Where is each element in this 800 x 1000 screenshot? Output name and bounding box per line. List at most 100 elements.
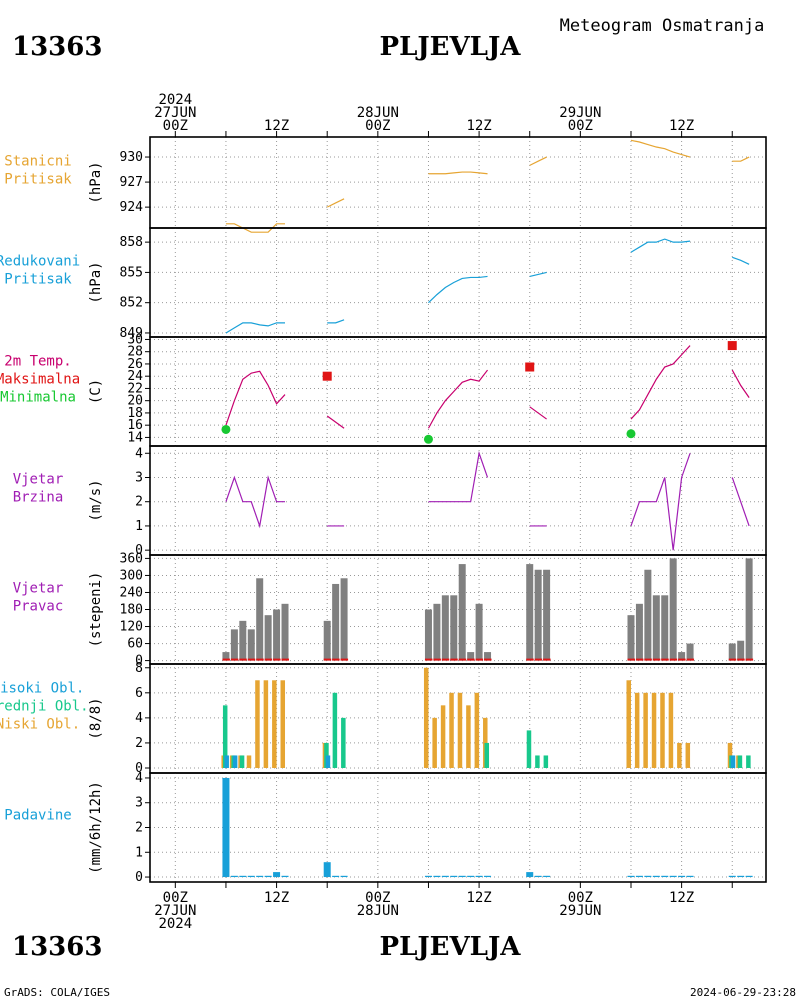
precipitation-bar [627, 875, 635, 878]
wind-speed-line [428, 450, 489, 503]
wind-direction-baseline [737, 658, 745, 661]
reduced-pressure-line [327, 319, 345, 324]
time-label-bottom: 28JUN [357, 903, 399, 919]
cloud-srednji-bar [484, 742, 490, 768]
cloud-srednji-bar [222, 705, 228, 768]
time-label-top: 00Z [163, 118, 188, 134]
station-pressure-line [732, 156, 750, 162]
cloud-srednji-bar [239, 755, 245, 768]
precipitation-bar [340, 875, 348, 878]
cloud-niski-bar [440, 705, 446, 768]
wind-direction-baseline [450, 658, 458, 661]
cloud-niski-bar [423, 667, 429, 768]
temperature-line [731, 369, 750, 398]
wind-direction-baseline [745, 658, 754, 661]
precipitation-bar [230, 875, 238, 878]
temperature-ytick-label: 20 [127, 394, 143, 409]
precipitation-bar [644, 875, 652, 878]
wind-direction-baseline [281, 658, 290, 661]
temperature-ytick-label: 14 [127, 430, 143, 445]
wind-direction-bar [652, 595, 660, 661]
wind-direction-baseline [433, 658, 441, 661]
cloud-niski-bar [634, 692, 640, 768]
wind-direction-ytick-label: 300 [120, 568, 143, 583]
precipitation-ytick-label: 3 [135, 796, 143, 811]
precipitation-bar [543, 875, 551, 878]
precipitation-bar [458, 875, 466, 878]
cloud-visoki-bar [232, 755, 238, 768]
temperature-ytick-label: 26 [127, 357, 143, 372]
wind-direction-baseline [669, 658, 678, 661]
wind-direction-bar [661, 595, 669, 661]
precipitation-bar [661, 875, 669, 878]
wind-direction-bar [450, 595, 458, 661]
wind-speed-line [630, 453, 691, 551]
cloud-srednji-bar [543, 755, 549, 768]
wind-direction-baseline [484, 658, 492, 661]
temperature-axis-label: (C) [88, 379, 104, 404]
cloud-srednji-bar [535, 755, 540, 768]
wind-direction-baseline [526, 658, 534, 661]
min-temp-marker [221, 424, 231, 434]
reduced-pressure-line [529, 271, 547, 278]
cloud-cover-legend: Niski Obl. [0, 717, 80, 733]
wind-direction-bar [433, 603, 441, 661]
precipitation-bar [484, 875, 492, 878]
footer-timestamp: 2024-06-29-23:28 [690, 986, 796, 999]
time-label-top: 12Z [466, 118, 491, 134]
precipitation-ytick-label: 0 [135, 870, 143, 885]
precipitation-legend: Padavine [4, 808, 71, 824]
cloud-visoki-bar [325, 755, 331, 768]
cloud-niski-bar [246, 755, 252, 768]
wind-direction-bar [644, 569, 652, 661]
station-pressure-line [529, 156, 547, 166]
wind-speed-ytick-label: 0 [135, 543, 143, 558]
precipitation-frame [149, 772, 767, 883]
precipitation-bar [475, 875, 483, 878]
max-temp-marker [322, 371, 332, 381]
precipitation-bar [728, 875, 736, 878]
wind-direction-bar [745, 558, 753, 661]
wind-direction-baseline [222, 658, 230, 661]
time-label-top: 12Z [669, 118, 694, 134]
precipitation-bar [256, 875, 264, 878]
precipitation-bar [450, 875, 458, 878]
station-name-bottom: PLJEVLJA [380, 932, 522, 962]
wind-direction-baseline [534, 658, 543, 661]
wind-speed-ytick-label: 3 [135, 470, 143, 485]
wind-direction-bar [728, 643, 736, 661]
precipitation-bar [273, 872, 281, 878]
precipitation-bar [332, 875, 340, 878]
station-pressure-ytick-label: 930 [120, 150, 143, 165]
wind-direction-bar [475, 603, 483, 661]
wind-speed-axis-label: (m/s) [88, 479, 104, 521]
wind-direction-bar [323, 620, 331, 661]
wind-direction-baseline [475, 658, 484, 661]
wind-direction-bar [273, 609, 281, 661]
reduced-pressure-ytick-label: 858 [120, 235, 143, 250]
precipitation-bar [635, 875, 643, 878]
precipitation-ytick-label: 2 [135, 821, 143, 836]
precipitation-bar [467, 875, 475, 878]
wind-direction-baseline [441, 658, 450, 661]
wind-direction-ytick-label: 0 [135, 654, 143, 669]
station-id-bottom: 13363 [12, 932, 102, 962]
temperature-legend: 2m Temp. [4, 354, 71, 370]
wind-direction-bar [230, 629, 238, 661]
cloud-niski-bar [643, 692, 648, 768]
cloud-cover-ytick-label: 2 [135, 736, 143, 751]
wind-direction-ytick-label: 360 [120, 551, 143, 566]
temperature-ytick-label: 24 [127, 369, 143, 384]
cloud-niski-bar [449, 692, 454, 768]
wind-direction-bar [669, 558, 677, 661]
wind-direction-bar [332, 583, 340, 661]
wind-direction-bar [340, 578, 348, 661]
cloud-niski-bar [474, 692, 480, 768]
wind-direction-baseline [424, 658, 433, 661]
wind-direction-baseline [273, 658, 281, 661]
time-label-bottom: 00Z [568, 890, 593, 906]
time-label-bottom: 29JUN [559, 903, 601, 919]
wind-direction-baseline [644, 658, 652, 661]
wind-direction-baseline [686, 658, 695, 661]
